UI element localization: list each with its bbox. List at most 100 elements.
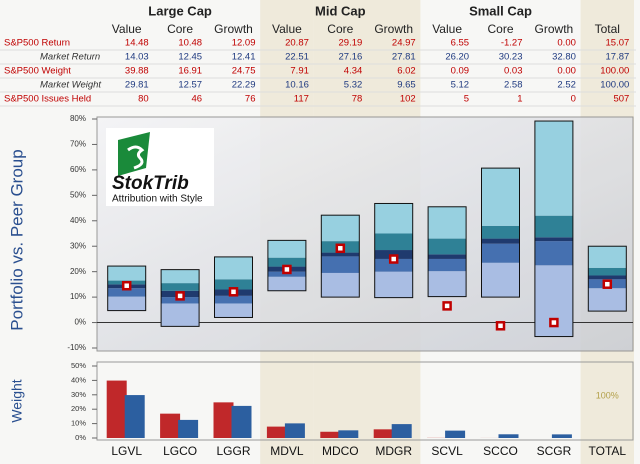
x-tick-label: MDCO [322,444,359,458]
peer-band [161,303,200,327]
box-outline [374,202,414,299]
column-header: Core [167,22,193,36]
column-header: Value [432,22,462,36]
table-cell: 507 [613,94,629,105]
x-tick-label: MDVL [270,444,304,458]
portfolio-marker [602,279,613,289]
peer-band [481,168,520,226]
portfolio-marker [549,317,559,328]
table-cell: 20.87 [285,38,309,49]
x-tick-label: LGVL [111,444,142,458]
y-tick-label: 50% [70,190,86,199]
y-tick-label: 80% [70,114,86,123]
row-label: Market Weight [40,80,101,91]
column-header: Value [272,22,302,36]
peer-band [321,272,360,298]
portfolio-marker [495,321,506,331]
portfolio-marker [228,287,239,297]
peer-band [481,243,520,263]
peer-band [107,296,146,311]
table-cell: 27.16 [339,52,363,63]
y-tick-label: 20% [71,404,86,413]
table-cell: 5 [464,94,469,105]
weight-bar [551,434,572,438]
table-cell: 22.29 [232,80,256,91]
peer-band [374,271,413,298]
weight-bar [320,431,341,438]
box-outline [587,245,627,312]
peer-band [107,266,146,281]
peer-band [588,246,627,268]
box-outline [427,206,467,298]
weight-bar [391,424,412,438]
x-tick-label: SCCO [483,444,518,458]
peer-band [107,288,146,297]
peer-band [428,258,467,272]
weight-bar [338,430,359,438]
weight-bar [266,426,287,438]
table-cell: 5.12 [451,80,470,91]
peer-band [214,279,253,290]
y-tick-label: 50% [71,361,86,370]
x-tick-label: MDGR [375,444,412,458]
peer-band [534,237,573,242]
column-header: Growth [214,22,253,36]
peer-band [534,215,573,238]
table-cell: 14.03 [125,52,149,63]
box-outline [320,214,360,298]
logo: StokTrib Attribution with Style [106,128,214,206]
peer-band [321,252,360,257]
weight-axis-title: Weight [9,379,25,422]
peer-band [588,275,627,280]
portfolio-marker [175,291,185,301]
table-cell: 30.23 [499,52,523,63]
table-cell: 76 [245,94,256,105]
table-cell: 14.48 [125,38,149,49]
table-cell: 100.00 [600,66,629,77]
weight-bar [498,434,519,438]
group-header: Small Cap [469,3,532,18]
table-cell: 17.87 [606,52,630,63]
table-cell: 1 [517,94,522,105]
group-header: Large Cap [148,3,212,18]
weight-bar [445,430,466,438]
box-outline [534,120,574,338]
logo-tagline: Attribution with Style [112,194,203,205]
peer-band [267,240,306,258]
y-tick-label: 10% [70,292,86,301]
table-cell: 24.97 [392,38,416,49]
table-cell: 0 [571,94,576,105]
box-outline [160,269,200,327]
weight-bar [124,395,145,438]
row-label: S&P500 Return [4,38,70,49]
table-cell: 26.20 [445,52,469,63]
table-cell: 12.09 [232,38,256,49]
table-cell: 46 [192,94,203,105]
peer-band [214,256,253,280]
row-label: S&P500 Weight [4,66,71,77]
peer-band [428,254,467,259]
x-tick-label: SCGR [537,444,572,458]
peer-band [588,288,627,312]
peer-band [161,283,200,291]
peer-band [214,295,253,304]
column-header: Value [112,22,142,36]
table-cell: 12.41 [232,52,256,63]
peer-band [428,271,467,297]
table-cell: 24.75 [232,66,256,77]
peer-band [481,238,520,244]
y-tick-label: 40% [71,375,86,384]
column-header: Growth [535,22,574,36]
table-cell: 117 [294,94,309,105]
table-cell: 2.58 [504,80,523,91]
table-cell: 29.19 [339,38,363,49]
peer-band [267,276,306,291]
y-tick-label: 30% [71,390,86,399]
peer-band [214,303,253,318]
logo-name: StokTrib [112,173,189,194]
x-tick-label: LGCO [163,444,197,458]
table-cell: -1.27 [501,38,523,49]
table-cell: 0.00 [557,38,576,49]
table-cell: 4.34 [344,66,363,77]
peer-band [374,203,413,234]
